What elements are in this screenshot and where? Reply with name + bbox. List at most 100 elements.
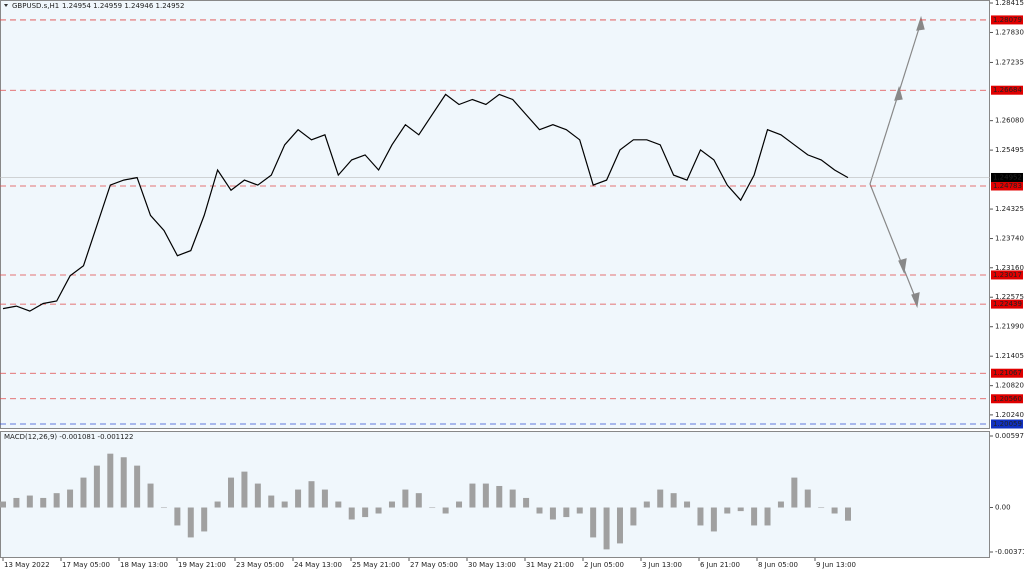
macd-tick-label: -0.003718 — [995, 548, 1024, 556]
y-tick-label: 1.21405 — [995, 352, 1024, 360]
macd-bar — [616, 507, 623, 544]
time-label: 30 May 13:00 — [468, 561, 516, 569]
macd-bar — [348, 507, 355, 520]
macd-bar — [563, 507, 570, 518]
macd-bar — [818, 507, 825, 509]
macd-bar — [603, 507, 610, 550]
macd-bar — [388, 501, 395, 508]
time-label: 8 Jun 05:00 — [758, 561, 798, 569]
level-label: 1.21067 — [993, 369, 1022, 377]
macd-bar — [456, 501, 463, 508]
y-tick-label: 1.28415 — [995, 0, 1024, 7]
macd-bar — [93, 465, 100, 508]
time-label: 18 May 13:00 — [120, 561, 168, 569]
macd-bar — [442, 507, 449, 514]
macd-bar — [174, 507, 181, 526]
macd-bar — [160, 507, 167, 509]
macd-tick-label: 0.005977 — [995, 432, 1024, 440]
level-label: 1.20560 — [993, 395, 1022, 403]
time-label: 19 May 21:00 — [178, 561, 226, 569]
macd-tick-label: 0.00 — [995, 504, 1011, 512]
forecast-arrows — [869, 15, 925, 309]
time-label: 13 May 2022 — [4, 561, 50, 569]
macd-bar — [469, 483, 476, 508]
level-tag — [991, 15, 1023, 25]
macd-bar — [657, 489, 664, 508]
macd-bar — [308, 481, 315, 508]
macd-bar — [67, 489, 74, 508]
time-label: 27 May 05:00 — [410, 561, 458, 569]
macd-bar — [268, 495, 275, 508]
macd-bar — [670, 493, 677, 508]
current-price-tag — [991, 172, 1023, 182]
macd-bar — [831, 507, 838, 514]
macd-bar — [201, 507, 208, 532]
time-label: 9 Jun 13:00 — [816, 561, 856, 569]
macd-bar — [295, 489, 302, 508]
macd-bar — [710, 507, 717, 532]
level-tag — [991, 181, 1023, 191]
level-label: 1.28079 — [993, 16, 1022, 24]
price-line — [2, 93, 849, 312]
time-label: 25 May 21:00 — [352, 561, 400, 569]
level-tag — [991, 368, 1023, 378]
macd-bar — [576, 507, 583, 514]
macd-bar — [321, 489, 328, 508]
macd-bar — [429, 507, 436, 509]
macd-bar — [751, 507, 758, 526]
macd-bar — [523, 497, 530, 508]
level-tag — [991, 299, 1023, 309]
macd-bar — [335, 501, 342, 508]
macd-bar — [362, 507, 369, 518]
macd-bar — [737, 507, 744, 512]
macd-bar — [254, 483, 261, 508]
current-price-label: 1.24952 — [993, 173, 1022, 181]
level-tag — [991, 270, 1023, 280]
macd-title: MACD(12,26,9) -0.001081 -0.001122 — [4, 433, 133, 441]
macd-bar — [697, 507, 704, 526]
macd-bar — [804, 489, 811, 508]
time-label: 24 May 13:00 — [294, 561, 342, 569]
macd-bar — [13, 497, 20, 508]
macd-bar — [134, 465, 141, 508]
price-panel — [0, 0, 990, 429]
macd-bar — [187, 507, 194, 538]
y-tick-label: 1.26080 — [995, 117, 1024, 125]
macd-bar — [26, 495, 33, 508]
macd-bar — [791, 477, 798, 508]
macd-bar — [415, 493, 422, 508]
y-tick-label: 1.25495 — [995, 146, 1024, 154]
time-label: 6 Jun 21:00 — [700, 561, 740, 569]
macd-bar — [40, 497, 47, 508]
time-label: 3 Jun 13:00 — [642, 561, 682, 569]
macd-bar — [241, 471, 248, 508]
level-label: 1.23017 — [993, 271, 1022, 279]
menu-arrow[interactable] — [4, 4, 8, 7]
time-label: 17 May 05:00 — [62, 561, 110, 569]
macd-bar — [845, 507, 851, 521]
time-label: 31 May 21:00 — [526, 561, 574, 569]
y-tick-label: 1.20240 — [995, 411, 1024, 419]
macd-bar — [0, 501, 6, 508]
macd-bar — [120, 457, 127, 508]
level-label: 1.24783 — [993, 182, 1022, 190]
y-tick-label: 1.23740 — [995, 235, 1024, 243]
macd-bar — [777, 501, 784, 508]
y-tick-label: 1.24325 — [995, 205, 1024, 213]
macd-bar — [590, 507, 597, 538]
ohlc: 1.24954 1.24959 1.24946 1.24952 — [62, 2, 184, 10]
macd-bar — [214, 501, 221, 508]
macd-bar — [764, 507, 771, 526]
macd-bar — [630, 507, 637, 526]
macd-bar — [147, 483, 154, 508]
macd-bar — [724, 507, 731, 514]
y-tick-label: 1.23160 — [995, 264, 1024, 272]
macd-bar — [536, 507, 543, 514]
level-label: 1.22439 — [993, 300, 1022, 308]
macd-bar — [482, 483, 489, 508]
macd-bar — [496, 485, 503, 508]
y-tick-label: 1.22575 — [995, 293, 1024, 301]
y-tick-label: 1.20820 — [995, 382, 1024, 390]
symbol: GBPUSD.s,H1 — [12, 2, 59, 10]
